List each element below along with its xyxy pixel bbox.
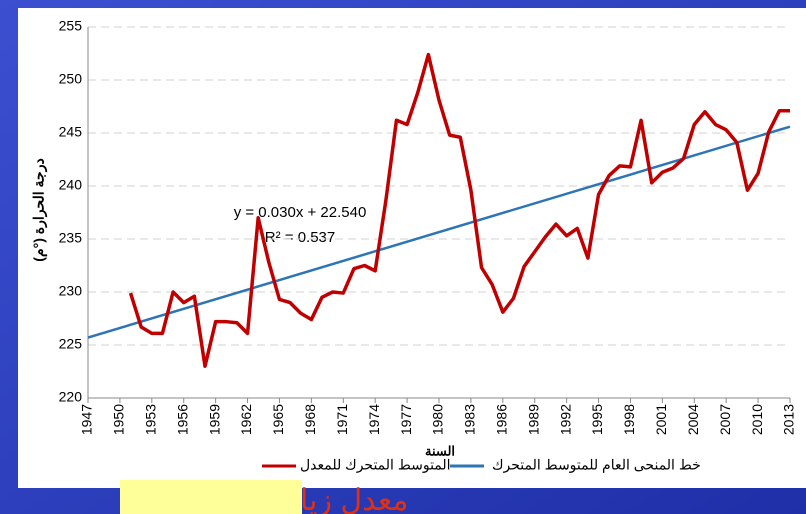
x-tick-label: 1995	[589, 404, 605, 435]
x-tick-label: 2007	[717, 404, 733, 435]
x-tick-label: 1956	[174, 404, 190, 435]
data-line	[128, 52, 790, 368]
x-axis-label: السنة	[425, 443, 455, 458]
legend-label: المتوسط المتحرك للمعدل	[300, 457, 451, 474]
chart-area	[18, 8, 806, 488]
y-tick-label: 235	[59, 230, 83, 246]
x-tick-label: 1998	[621, 404, 637, 435]
x-tick-label: 2001	[653, 404, 669, 435]
y-tick-label: 250	[59, 71, 83, 87]
legend-label: خط المنحى العام للمتوسط المتحرك	[492, 457, 701, 474]
x-tick-label: 1983	[462, 404, 478, 435]
x-tick-label: 1959	[206, 404, 222, 435]
x-tick-label: 1962	[238, 404, 254, 435]
x-tick-label: 2004	[685, 404, 701, 435]
annotation: R² = 0.537	[265, 229, 335, 246]
callout-box	[120, 480, 302, 514]
y-tick-label: 225	[59, 336, 83, 352]
data-line	[87, 125, 791, 339]
x-tick-label: 1947	[79, 404, 95, 435]
x-tick-label: 2013	[781, 404, 797, 435]
y-axis-label: درجة الحرارة (°م)	[31, 158, 48, 261]
y-tick-label: 245	[59, 124, 83, 140]
x-tick-label: 1974	[366, 404, 382, 435]
y-tick-label: 240	[59, 177, 83, 193]
x-tick-label: 1992	[557, 404, 573, 435]
annotation: y = 0.030x + 22.540	[234, 204, 367, 221]
x-tick-label: 1950	[111, 404, 127, 435]
y-tick-label: 255	[59, 18, 83, 34]
x-tick-label: 1980	[430, 404, 446, 435]
y-tick-label: 230	[59, 283, 83, 299]
callout-text: معدل زيا	[300, 484, 408, 514]
x-tick-label: 1977	[398, 404, 414, 435]
x-tick-label: 2010	[749, 404, 765, 435]
x-tick-label: 1986	[494, 404, 510, 435]
x-tick-label: 1965	[270, 404, 286, 435]
y-tick-label: 220	[59, 389, 83, 405]
x-tick-label: 1971	[334, 404, 350, 435]
x-tick-label: 1953	[143, 404, 159, 435]
x-tick-label: 1989	[525, 404, 541, 435]
x-tick-label: 1968	[302, 404, 318, 435]
